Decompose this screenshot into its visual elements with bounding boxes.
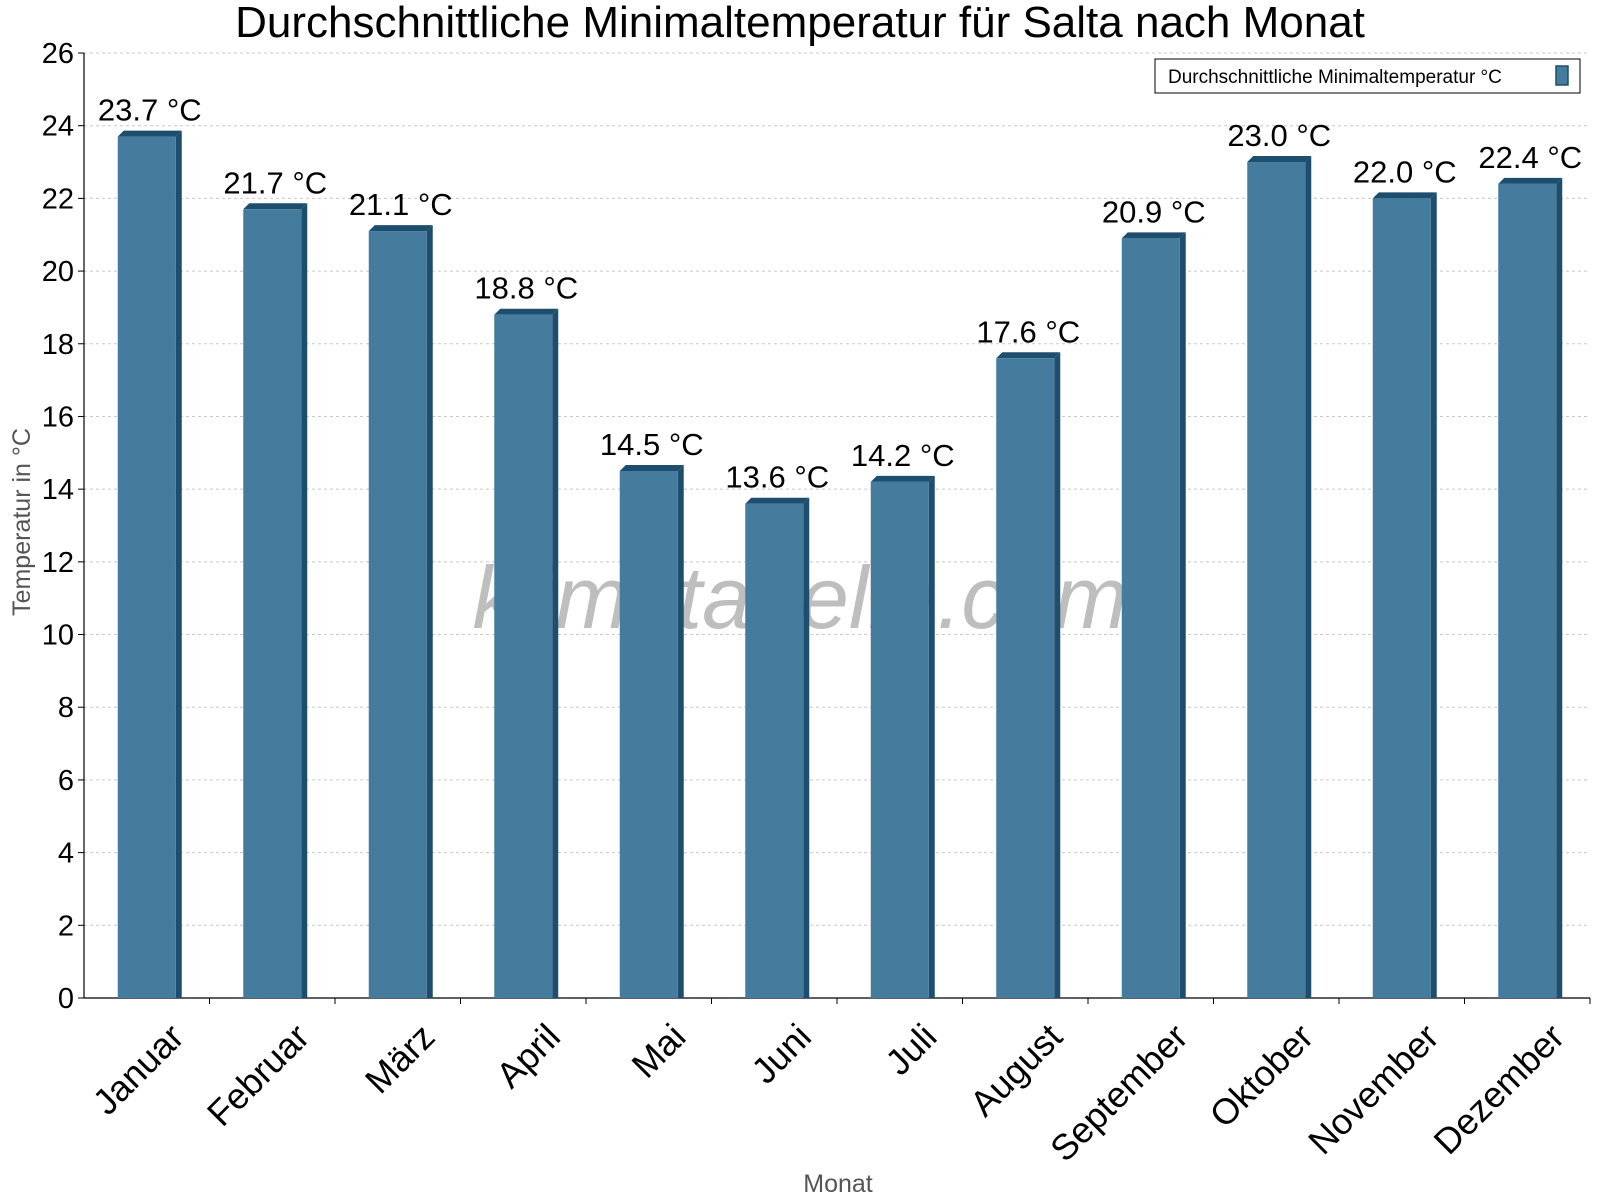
data-label: 14.5 °C	[600, 427, 704, 462]
y-tick-label: 26	[42, 38, 74, 70]
legend-label: Durchschnittliche Minimaltemperatur °C	[1168, 67, 1502, 88]
bar-side	[1179, 232, 1186, 999]
data-label: 21.1 °C	[349, 187, 453, 222]
bar-top	[1247, 156, 1312, 163]
x-axis-title: Monat	[803, 1170, 873, 1198]
bar-januar	[117, 136, 176, 998]
bar-top	[1372, 192, 1437, 199]
bar-top	[1121, 232, 1186, 239]
x-tick-label: März	[357, 1016, 443, 1102]
data-label: 21.7 °C	[223, 165, 327, 200]
bar-top	[243, 203, 308, 210]
bar-side	[1305, 156, 1312, 999]
bar-side	[1430, 192, 1437, 998]
y-tick-label: 22	[42, 183, 74, 215]
bar-april	[494, 314, 553, 998]
data-label: 17.6 °C	[976, 314, 1080, 349]
bar-top	[1498, 177, 1563, 184]
x-tick-label: Oktober	[1201, 1016, 1321, 1136]
y-tick-label: 18	[42, 329, 74, 361]
bar-november	[1372, 198, 1431, 998]
bar-juli	[870, 481, 929, 998]
bar-oktober	[1247, 162, 1306, 999]
y-tick-label: 20	[42, 256, 74, 288]
bar-side	[552, 308, 559, 998]
x-tick-label: Dezember	[1426, 1016, 1572, 1162]
bar-februar	[243, 209, 302, 999]
bar-top	[619, 464, 684, 471]
y-tick-label: 0	[58, 983, 74, 1015]
bar-märz	[368, 231, 427, 998]
data-label: 20.9 °C	[1102, 194, 1206, 229]
y-tick-label: 8	[58, 692, 74, 724]
data-label: 13.6 °C	[725, 460, 829, 495]
bar-top	[745, 497, 810, 504]
x-tick-label: September	[1042, 1016, 1196, 1170]
bar-side	[1556, 177, 1563, 998]
bar-side	[928, 475, 935, 998]
y-tick-label: 10	[42, 620, 74, 652]
x-tick-label: Mai	[623, 1016, 693, 1086]
bar-august	[996, 358, 1055, 998]
data-label: 22.4 °C	[1478, 140, 1582, 175]
x-tick-label: April	[488, 1016, 568, 1096]
x-tick-label: August	[962, 1016, 1070, 1124]
bar-dezember	[1498, 183, 1557, 998]
y-axis-title: Temperatur in °C	[8, 428, 36, 616]
data-label: 23.7 °C	[98, 93, 202, 128]
bar-side	[1054, 352, 1061, 998]
bar-side	[677, 464, 684, 998]
y-tick-label: 24	[42, 111, 74, 143]
legend-box	[1154, 58, 1581, 94]
bar-top	[996, 352, 1061, 359]
bar-top	[368, 225, 433, 232]
x-tick-label: Juli	[877, 1016, 944, 1083]
y-tick-label: 4	[58, 838, 74, 870]
x-tick-label: Januar	[85, 1016, 192, 1123]
bar-mai	[619, 470, 678, 998]
y-tick-label: 16	[42, 401, 74, 433]
data-label: 22.0 °C	[1353, 154, 1457, 189]
x-tick-label: Februar	[199, 1016, 317, 1134]
y-tick-label: 6	[58, 765, 74, 797]
data-label: 23.0 °C	[1227, 118, 1331, 153]
bar-top	[494, 308, 559, 315]
y-tick-label: 12	[42, 547, 74, 579]
data-label: 14.2 °C	[851, 438, 955, 473]
y-tick-label: 2	[58, 910, 74, 942]
y-tick-label: 14	[42, 474, 74, 506]
chart-title: Durchschnittliche Minimaltemperatur für …	[235, 0, 1365, 47]
bar-side	[301, 203, 308, 999]
bar-side	[426, 225, 433, 998]
bar-juni	[745, 503, 804, 998]
bar-top	[870, 475, 935, 482]
bar-side	[803, 497, 810, 998]
legend-swatch	[1555, 65, 1569, 86]
x-tick-label: Juni	[743, 1016, 819, 1092]
bar-top	[117, 130, 182, 137]
bar-side	[175, 130, 182, 998]
bar-september	[1121, 238, 1180, 999]
data-label: 18.8 °C	[474, 271, 578, 306]
x-tick-label: November	[1300, 1016, 1446, 1162]
